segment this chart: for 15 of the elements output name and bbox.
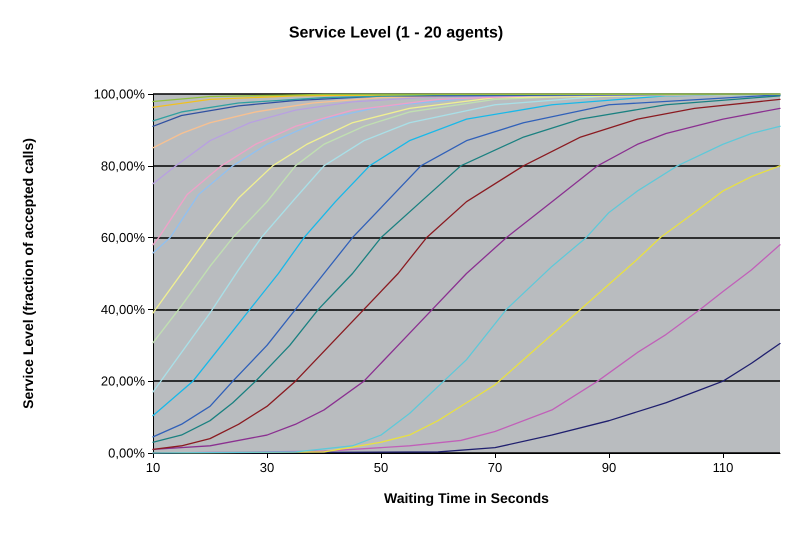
x-tick-label: 90 (602, 460, 616, 475)
chart-title: Service Level (1 - 20 agents) (288, 24, 504, 42)
y-tick-label: 20,00% (100, 374, 146, 389)
x-tick-label: 50 (374, 460, 388, 475)
y-axis-title: Service Level (fraction of accepted calls) (20, 138, 36, 409)
x-tick-label: 10 (146, 460, 160, 475)
x-axis-title: Waiting Time in Seconds (384, 490, 550, 506)
x-tick-label: 30 (260, 460, 274, 475)
y-tick-label: 40,00% (100, 302, 146, 317)
y-tick-label: 0,00% (108, 446, 146, 460)
x-tick-label: 70 (488, 460, 502, 475)
y-tick-label: 60,00% (100, 230, 146, 246)
y-tick-label: 100,00% (94, 86, 146, 102)
x-tick-label: 110 (712, 460, 734, 475)
y-tick-label: 80,00% (100, 158, 146, 174)
